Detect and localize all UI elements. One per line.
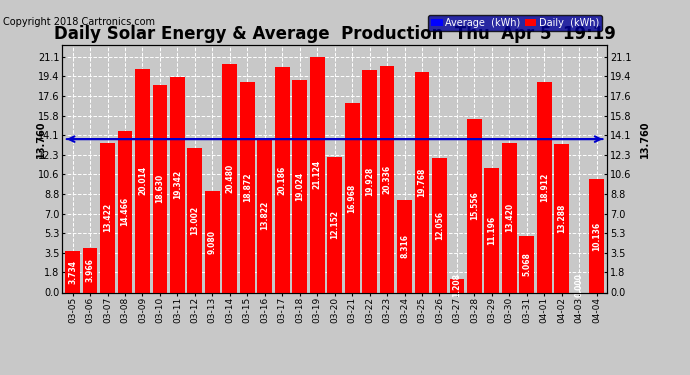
Legend: Average  (kWh), Daily  (kWh): Average (kWh), Daily (kWh) (428, 15, 602, 31)
Text: 12.056: 12.056 (435, 211, 444, 240)
Bar (380, 66, 395, 292)
Text: 19.342: 19.342 (173, 170, 182, 199)
Bar (397, 200, 412, 292)
Bar (205, 191, 220, 292)
Bar (345, 104, 359, 292)
Text: 1.208: 1.208 (453, 273, 462, 297)
Text: 14.466: 14.466 (121, 197, 130, 226)
Text: 0.000: 0.000 (575, 273, 584, 297)
Text: 5.068: 5.068 (522, 252, 531, 276)
Bar (362, 70, 377, 292)
Text: 18.872: 18.872 (243, 172, 252, 202)
Bar (415, 72, 429, 292)
Text: 9.080: 9.080 (208, 230, 217, 254)
Bar (152, 85, 168, 292)
Text: 13.822: 13.822 (260, 201, 269, 230)
Text: 16.968: 16.968 (348, 183, 357, 213)
Text: 11.196: 11.196 (487, 216, 496, 244)
Bar (554, 144, 569, 292)
Text: 20.336: 20.336 (382, 165, 391, 194)
Bar (135, 69, 150, 292)
Bar (117, 131, 132, 292)
Text: 19.928: 19.928 (365, 167, 374, 196)
Bar (65, 251, 80, 292)
Bar (327, 157, 342, 292)
Text: 20.480: 20.480 (226, 164, 235, 193)
Bar (240, 82, 255, 292)
Bar (484, 168, 500, 292)
Bar (520, 236, 534, 292)
Text: 3.734: 3.734 (68, 260, 77, 284)
Bar (188, 147, 202, 292)
Bar (449, 279, 464, 292)
Bar (170, 77, 185, 292)
Bar (310, 57, 324, 292)
Text: 3.966: 3.966 (86, 258, 95, 282)
Text: 19.024: 19.024 (295, 172, 304, 201)
Bar (293, 80, 307, 292)
Text: 8.316: 8.316 (400, 234, 409, 258)
Text: 13.288: 13.288 (558, 204, 566, 233)
Text: 13.760: 13.760 (640, 120, 651, 158)
Bar (257, 138, 272, 292)
Bar (537, 82, 552, 292)
Text: 21.124: 21.124 (313, 160, 322, 189)
Bar (467, 119, 482, 292)
Title: Daily Solar Energy & Average  Production  Thu  Apr 5  19:19: Daily Solar Energy & Average Production … (54, 26, 615, 44)
Text: 12.152: 12.152 (330, 210, 339, 239)
Text: 19.768: 19.768 (417, 168, 426, 197)
Text: 10.136: 10.136 (592, 221, 601, 251)
Bar (589, 180, 604, 292)
Text: 13.422: 13.422 (103, 203, 112, 232)
Text: Copyright 2018 Cartronics.com: Copyright 2018 Cartronics.com (3, 17, 155, 27)
Text: 15.556: 15.556 (470, 191, 479, 220)
Text: 20.186: 20.186 (278, 165, 287, 195)
Bar (83, 248, 97, 292)
Bar (222, 64, 237, 292)
Text: 13.002: 13.002 (190, 206, 199, 235)
Bar (275, 68, 290, 292)
Text: 20.014: 20.014 (138, 166, 147, 195)
Text: 18.912: 18.912 (540, 172, 549, 202)
Bar (432, 158, 447, 292)
Bar (100, 143, 115, 292)
Text: 13.760: 13.760 (36, 120, 46, 158)
Bar (502, 143, 517, 292)
Text: 18.630: 18.630 (155, 174, 164, 203)
Text: 13.420: 13.420 (505, 203, 514, 232)
